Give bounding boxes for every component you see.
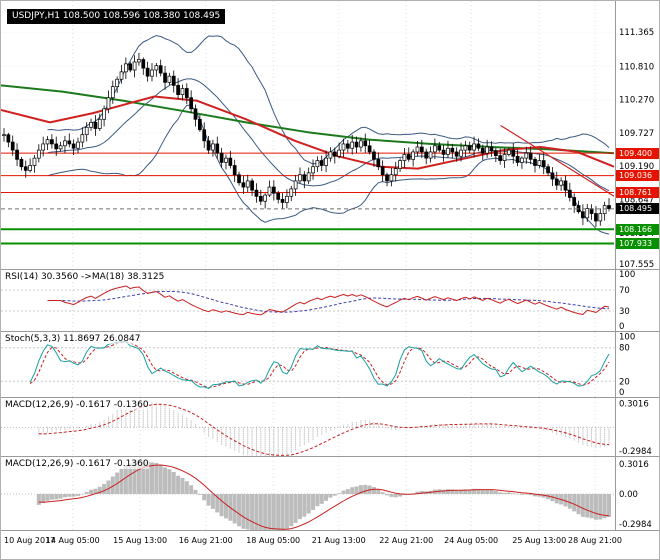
price-flag: 108.761 [616,187,659,199]
axis-tick-label: 30 [619,307,630,317]
axis-tick-label: 111.365 [619,28,654,38]
time-axis-label: 18 Aug 05:00 [246,536,301,545]
axis-tick-label: 110.810 [619,62,654,72]
rsi-lines [47,285,610,316]
axis-tick-label: 0.3016 [619,399,649,409]
macd-lower-panel[interactable]: MACD(12,26,9) -0.1617 -0.1360 0.3016 0.00… [1,456,660,530]
macd-histogram [36,459,611,530]
time-axis-label: 24 Aug 05:00 [444,536,499,545]
axis-tick-label: 109.727 [619,129,654,139]
stochastic-panel[interactable]: Stoch(5,3,3) 11.8697 26.0847 100 80 20 0 [1,331,659,397]
axis-tick-label: 0.3016 [619,460,649,470]
macd-upper-panel[interactable]: MACD(12,26,9) -0.1617 -0.1360 0.3016 -0.2… [1,397,660,456]
main-chart-panel[interactable]: USDJPY,H1 108.500 108.596 108.380 108.49… [1,1,660,269]
rsi-plot[interactable]: 100 70 30 0 [1,270,660,331]
macd-lower-indicator-label: MACD(12,26,9) -0.1617 -0.1360 [5,459,149,469]
price-flag: 108.166 [616,223,659,235]
macd-signal-line [38,403,610,456]
time-axis-label: 16 Aug 21:00 [178,536,233,545]
axis-tick-label: 110.270 [619,96,654,106]
stochastic-levels [1,347,614,382]
price-flag: 109.036 [616,170,659,182]
price-flag: 109.400 [616,147,659,159]
rsi-indicator-label: RSI(14) 30.3560 ->MA(18) 38.3125 [5,272,165,282]
time-axis-label: 28 Aug 21:00 [568,536,622,545]
axis-tick-label: 107.555 [619,260,654,269]
rsi-panel[interactable]: RSI(14) 30.3560 ->MA(18) 38.3125 100 70 30… [1,269,660,331]
axis-tick-label: 0.00 [619,490,638,500]
time-gridlines [72,1,596,269]
axis-tick-label: 108.647 [619,196,654,206]
axis-tick-label: 0 [619,388,624,397]
axis-tick-label: -0.2984 [619,447,652,456]
ma-green-line [1,84,615,155]
time-axis-label: 10 Aug 2017 [4,536,56,545]
time-gridlines [72,332,596,397]
candlestick-plot[interactable]: 111.365 110.810 110.270 109.727 109.190 108.6… [1,1,660,269]
axis-tick-label: 20 [619,377,630,387]
time-axis-label: 14 Aug 05:00 [45,536,100,545]
axis-tick-label: 109.190 [619,162,654,172]
price-flag: 108.495 [616,203,659,215]
price-flag: 107.933 [616,238,659,250]
stochastic-indicator-label: Stoch(5,3,3) 11.8697 26.0847 [5,334,141,344]
axis-tick-label: 100 [619,270,635,280]
time-axis-label: 25 Aug 13:00 [512,536,567,545]
time-axis[interactable]: 10 Aug 2017 14 Aug 05:00 15 Aug 13:00 16 Au… [1,530,659,559]
time-axis-label: 22 Aug 21:00 [379,536,434,545]
macd-upper-plot[interactable]: 0.3016 -0.2984 [1,398,660,456]
macd-lower-plot[interactable]: 0.3016 0.00 -0.2984 [1,457,660,530]
macd-signal-line [38,464,610,530]
macd-upper-indicator-label: MACD(12,26,9) -0.1617 -0.1360 [5,400,149,410]
candles [2,52,611,227]
bollinger-bands [47,35,610,235]
time-axis-label: 15 Aug 13:00 [113,536,168,545]
axis-tick-label: 80 [619,344,630,354]
axis-tick-label: 70 [619,286,630,296]
axis-tick-label: 100 [619,332,635,342]
axis-tick-label: -0.2984 [619,520,652,530]
macd-histogram [38,400,610,456]
time-axis-label: 21 Aug 13:00 [311,536,366,545]
chart-title: USDJPY,H1 108.500 108.596 108.380 108.49… [7,9,226,24]
descending-trendline [500,124,615,197]
axis-tick-label: 0 [619,322,624,331]
